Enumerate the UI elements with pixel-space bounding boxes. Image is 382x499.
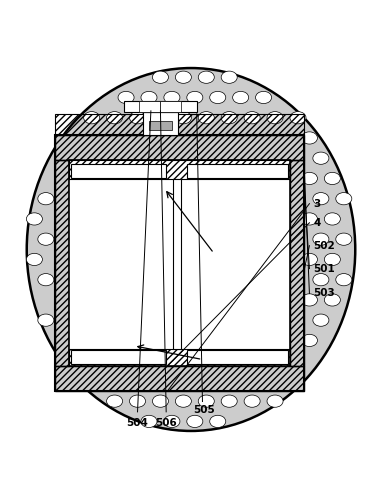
Ellipse shape xyxy=(336,193,352,205)
Ellipse shape xyxy=(301,294,317,306)
Ellipse shape xyxy=(313,193,329,205)
Bar xyxy=(290,160,304,366)
Text: 3: 3 xyxy=(313,199,320,209)
Ellipse shape xyxy=(38,273,54,286)
Ellipse shape xyxy=(38,233,54,246)
Ellipse shape xyxy=(336,273,352,286)
Ellipse shape xyxy=(38,314,54,326)
Ellipse shape xyxy=(141,91,157,104)
Bar xyxy=(124,100,197,112)
Bar xyxy=(69,160,290,366)
Ellipse shape xyxy=(84,112,100,124)
Bar xyxy=(69,349,290,366)
Ellipse shape xyxy=(141,415,157,428)
Ellipse shape xyxy=(187,91,203,104)
Bar xyxy=(55,160,69,366)
Ellipse shape xyxy=(244,112,260,124)
Ellipse shape xyxy=(324,294,340,306)
Ellipse shape xyxy=(187,415,203,428)
Ellipse shape xyxy=(107,395,123,407)
Ellipse shape xyxy=(301,172,317,185)
Ellipse shape xyxy=(256,91,272,104)
Ellipse shape xyxy=(267,395,283,407)
Ellipse shape xyxy=(301,334,317,346)
Bar xyxy=(139,101,160,112)
Ellipse shape xyxy=(152,71,168,83)
Ellipse shape xyxy=(198,71,214,83)
Bar xyxy=(160,101,181,112)
Ellipse shape xyxy=(313,314,329,326)
Ellipse shape xyxy=(152,395,168,407)
Text: 505: 505 xyxy=(194,405,215,415)
Text: 503: 503 xyxy=(313,288,335,298)
Ellipse shape xyxy=(129,395,146,407)
Ellipse shape xyxy=(152,112,168,124)
Ellipse shape xyxy=(198,395,214,407)
Ellipse shape xyxy=(210,415,226,428)
Ellipse shape xyxy=(175,395,191,407)
Ellipse shape xyxy=(313,152,329,164)
Ellipse shape xyxy=(267,112,283,124)
Ellipse shape xyxy=(324,213,340,225)
Text: 502: 502 xyxy=(313,241,335,250)
Ellipse shape xyxy=(313,233,329,246)
Ellipse shape xyxy=(301,213,317,225)
Bar xyxy=(187,164,288,178)
Ellipse shape xyxy=(210,91,226,104)
Ellipse shape xyxy=(26,253,42,265)
Ellipse shape xyxy=(27,68,355,431)
Text: 4: 4 xyxy=(313,218,320,228)
Ellipse shape xyxy=(38,193,54,205)
Text: 501: 501 xyxy=(313,263,335,273)
Bar xyxy=(55,135,304,391)
Ellipse shape xyxy=(175,112,191,124)
Text: 506: 506 xyxy=(155,418,177,428)
Bar xyxy=(149,121,172,130)
Ellipse shape xyxy=(301,132,317,144)
Ellipse shape xyxy=(233,91,249,104)
Ellipse shape xyxy=(221,71,237,83)
Ellipse shape xyxy=(324,253,340,265)
Bar xyxy=(71,350,166,364)
Ellipse shape xyxy=(301,253,317,265)
Ellipse shape xyxy=(26,213,42,225)
Ellipse shape xyxy=(221,395,237,407)
Bar xyxy=(143,112,178,135)
Ellipse shape xyxy=(221,112,237,124)
Ellipse shape xyxy=(175,71,191,83)
Ellipse shape xyxy=(290,112,306,124)
Bar xyxy=(55,135,304,160)
Bar xyxy=(55,366,304,391)
Ellipse shape xyxy=(164,415,180,428)
Text: 504: 504 xyxy=(126,418,149,428)
Bar xyxy=(69,160,290,179)
Ellipse shape xyxy=(313,273,329,286)
Ellipse shape xyxy=(198,112,214,124)
Bar xyxy=(71,164,166,178)
Bar xyxy=(55,114,304,135)
Ellipse shape xyxy=(324,172,340,185)
Ellipse shape xyxy=(129,112,146,124)
Ellipse shape xyxy=(118,91,134,104)
Ellipse shape xyxy=(244,395,260,407)
Bar xyxy=(187,350,288,364)
Ellipse shape xyxy=(336,233,352,246)
Bar xyxy=(173,179,181,349)
Ellipse shape xyxy=(107,112,123,124)
Ellipse shape xyxy=(164,91,180,104)
